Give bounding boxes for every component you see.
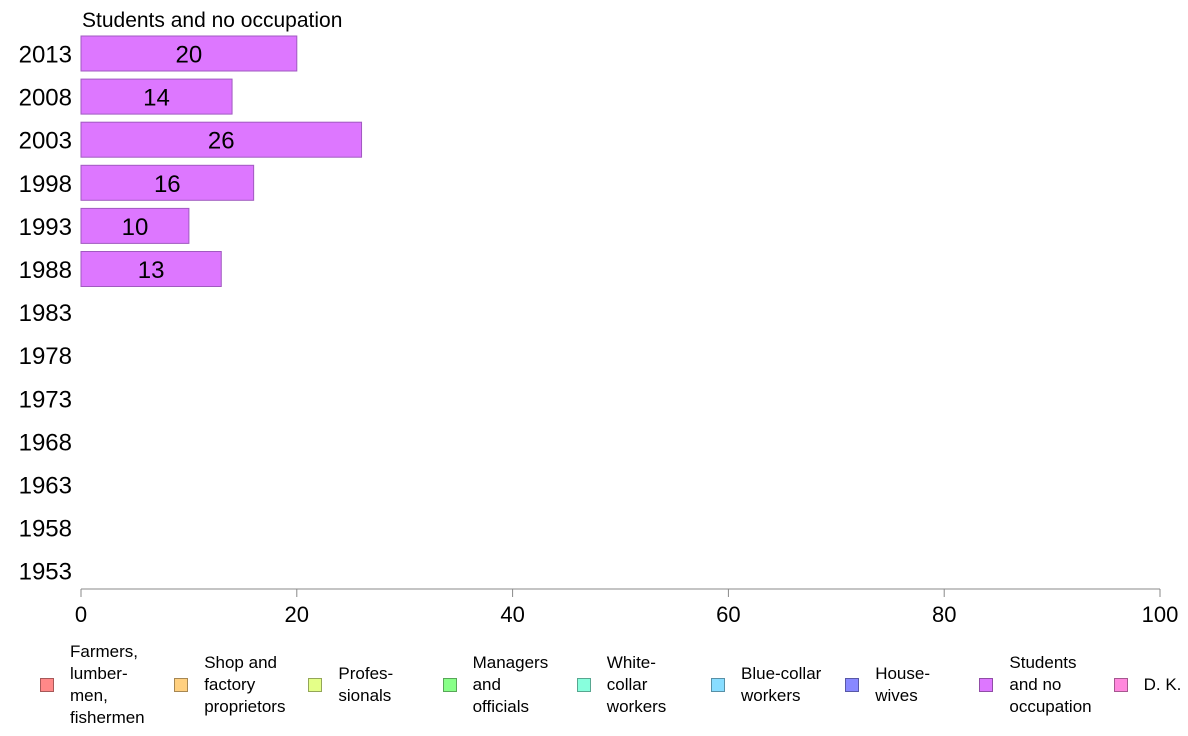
legend-label: Profes- sionals (338, 664, 394, 705)
legend-swatch (845, 678, 860, 692)
legend-item: Students and no occupation (979, 640, 1092, 730)
legend-label: House- wives (875, 664, 930, 705)
y-tick-label: 1963 (19, 473, 72, 500)
bar (80, 207, 190, 244)
legend-swatch (40, 678, 54, 692)
y-tick-label: 1988 (19, 257, 72, 284)
y-tick-label: 1958 (19, 516, 72, 543)
x-tick-label: 20 (285, 602, 309, 627)
legend-label: D. K. (1143, 675, 1182, 694)
x-tick-label: 80 (932, 602, 956, 627)
bar-value-label: 13 (138, 257, 165, 284)
bar (80, 78, 233, 115)
legend-swatch (308, 678, 323, 692)
legend-item: Profes- sionals (308, 640, 393, 730)
x-tick-label: 40 (500, 602, 524, 627)
legend-label: Farmers, lumber- men, fishermen (70, 642, 145, 727)
y-tick-label: 2013 (19, 42, 72, 69)
legend-item: Farmers, lumber- men, fishermen (40, 640, 145, 730)
bar (80, 164, 255, 201)
x-axis: 0 20 40 60 80 100 (75, 588, 1179, 627)
x-tick-label: 60 (716, 602, 740, 627)
y-tick-label: 1968 (19, 429, 72, 456)
y-tick-label: 1993 (19, 214, 72, 241)
legend-swatch (174, 678, 189, 692)
y-axis-labels: 2013 2008 2003 1998 1993 1988 1983 1978 1973 1968… (19, 42, 72, 586)
y-tick-label: 1998 (19, 171, 72, 198)
x-tick-label: 0 (75, 602, 87, 627)
bar (80, 121, 363, 158)
legend-swatch (1113, 678, 1128, 692)
x-tick-label: 100 (1142, 602, 1179, 627)
legend-label: White- collar workers (606, 653, 667, 716)
bar-value-label: 10 (122, 214, 149, 241)
legend-item: Shop and factory proprietors (174, 640, 285, 730)
legend-swatch (442, 678, 457, 692)
legend-swatch (576, 678, 591, 692)
chart-title: Students and no occupation (82, 9, 342, 32)
y-tick-label: 1983 (19, 300, 72, 327)
y-tick-label: 2008 (19, 85, 72, 112)
legend-item: D. K. (1113, 640, 1182, 730)
legend-label: Managers and officials (472, 653, 549, 716)
legend-item: House- wives (845, 640, 930, 730)
bar (80, 251, 222, 287)
bar-value-label: 16 (154, 171, 181, 198)
bar-value-label: 14 (143, 85, 170, 112)
legend-item: Blue-collar workers (711, 640, 821, 730)
y-tick-label: 1953 (19, 559, 72, 586)
legend-item: Managers and officials (442, 640, 549, 730)
legend-swatch (711, 678, 725, 692)
y-tick-label: 1978 (19, 343, 72, 370)
legend-label: Shop and factory proprietors (204, 653, 286, 716)
bar-value-label: 26 (208, 128, 235, 155)
legend-swatch (979, 678, 994, 692)
legend-item: White- collar workers (576, 640, 667, 730)
legend-label: Blue-collar workers (741, 664, 822, 705)
bar-chart: Students and no occupation 201426161013 … (19, 9, 1179, 627)
y-tick-label: 2003 (19, 128, 72, 155)
y-tick-label: 1973 (19, 386, 72, 413)
bar-value-label: 20 (176, 42, 203, 69)
legend-label: Students and no occupation (1009, 653, 1092, 716)
bar (80, 35, 298, 72)
legend: Farmers, lumber- men, fishermen Shop and … (0, 640, 1188, 736)
